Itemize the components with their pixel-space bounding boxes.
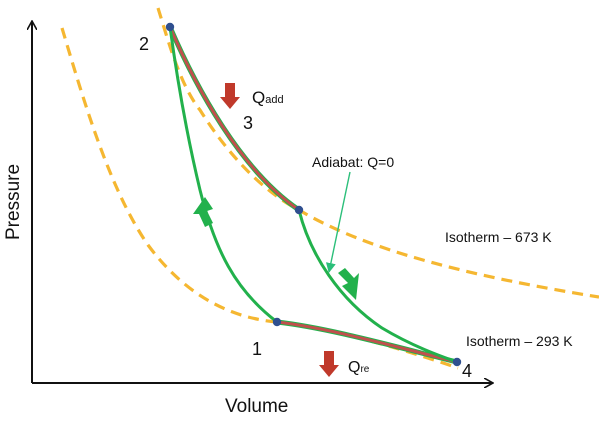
- adiabat-pointer: [325, 171, 351, 273]
- isotherm-hot-curve: [156, 7, 599, 299]
- q-re-label: Qre: [348, 359, 370, 376]
- isotherm-cold-label: Isotherm – 293 K: [466, 333, 573, 349]
- state-point-4: [452, 357, 462, 367]
- heat-rejected-arrow-icon: [319, 351, 339, 377]
- heat-added-arrow-icon: [220, 83, 240, 109]
- state-label-1: 1: [252, 339, 262, 359]
- state-label-3: 3: [243, 113, 253, 133]
- state-point-2: [165, 22, 175, 32]
- state-label-2: 2: [139, 34, 149, 54]
- isotherm-cold-curve: [60, 27, 459, 370]
- process-2-3-path: [167, 26, 301, 213]
- state-point-1: [272, 317, 282, 327]
- q-add-label: Qadd: [252, 88, 284, 107]
- up-arrow-icon: [193, 197, 213, 227]
- down-arrow-icon: [338, 268, 359, 300]
- adiabat-label: Adiabat: Q=0: [312, 154, 394, 170]
- adiabat-3-4-curve: [297, 209, 458, 364]
- adiabat-1-2-curve: [168, 26, 278, 324]
- state-label-4: 4: [462, 361, 472, 381]
- isotherm-hot-label: Isotherm – 673 K: [445, 229, 552, 245]
- x-axis-label: Volume: [225, 396, 288, 417]
- y-axis-label: Pressure: [3, 164, 24, 240]
- state-point-3: [294, 205, 304, 215]
